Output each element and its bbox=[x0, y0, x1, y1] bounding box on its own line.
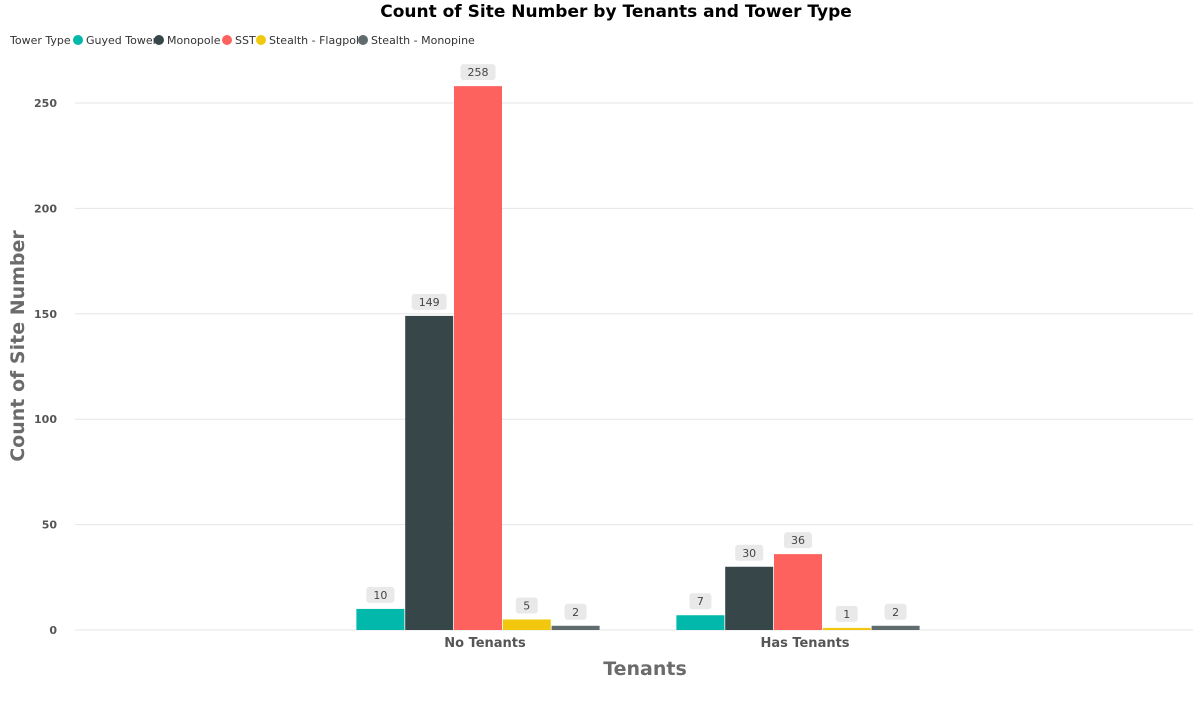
x-axis-title: Tenants bbox=[603, 658, 687, 680]
bar[interactable] bbox=[405, 315, 454, 630]
legend-marker bbox=[256, 35, 266, 45]
data-label: 149 bbox=[419, 296, 440, 309]
legend-label: Guyed Tower bbox=[86, 34, 158, 47]
data-label-background bbox=[515, 597, 538, 614]
data-label-background bbox=[411, 293, 447, 310]
data-label-background bbox=[689, 593, 712, 610]
x-tick-label: No Tenants bbox=[444, 636, 526, 651]
data-label-background bbox=[564, 603, 587, 620]
bar[interactable] bbox=[871, 625, 920, 630]
legend-label: SST bbox=[235, 34, 256, 47]
legend-marker bbox=[73, 35, 83, 45]
y-tick-label: 50 bbox=[42, 519, 58, 532]
data-label: 2 bbox=[892, 606, 899, 619]
data-label: 2 bbox=[572, 606, 579, 619]
data-label-background bbox=[884, 603, 907, 620]
data-label-background bbox=[366, 586, 395, 603]
legend-label: Monopole bbox=[167, 34, 221, 47]
y-axis-ticks: 0 50 100 150 200 250 bbox=[34, 97, 57, 637]
x-tick-label: Has Tenants bbox=[760, 636, 849, 651]
data-label: 36 bbox=[791, 534, 805, 547]
data-labels: 10 149 258 5 2 7 30 36 1 2 bbox=[366, 64, 907, 622]
y-tick-label: 250 bbox=[34, 97, 57, 110]
data-label-background bbox=[460, 64, 496, 81]
y-tick-label: 150 bbox=[34, 308, 57, 321]
y-axis-title: Count of Site Number bbox=[7, 230, 29, 462]
legend-label: Stealth - Monopine bbox=[371, 34, 475, 47]
bar[interactable] bbox=[551, 625, 600, 630]
legend-label: Stealth - Flagpole bbox=[269, 34, 366, 47]
data-label: 7 bbox=[697, 595, 704, 608]
data-label-background bbox=[735, 544, 764, 561]
bar[interactable] bbox=[774, 554, 822, 630]
bars bbox=[356, 86, 920, 631]
y-tick-label: 100 bbox=[34, 413, 57, 426]
legend: Tower Type Guyed Tower Monopole SST Stealth… bbox=[9, 34, 475, 47]
bar[interactable] bbox=[676, 615, 725, 630]
legend-marker bbox=[222, 35, 232, 45]
bar[interactable] bbox=[502, 619, 551, 630]
data-label: 5 bbox=[523, 599, 530, 612]
y-tick-label: 200 bbox=[34, 202, 57, 215]
data-label: 1 bbox=[843, 608, 850, 621]
gridlines bbox=[75, 102, 1193, 631]
chart-title: Count of Site Number by Tenants and Towe… bbox=[380, 2, 852, 22]
data-label: 258 bbox=[468, 66, 489, 79]
bar[interactable] bbox=[822, 627, 871, 630]
x-axis-labels: No Tenants Has Tenants bbox=[444, 636, 850, 651]
data-label: 30 bbox=[742, 547, 756, 560]
legend-marker bbox=[358, 35, 368, 45]
bar[interactable] bbox=[356, 608, 405, 630]
data-label: 10 bbox=[373, 589, 387, 602]
bar[interactable] bbox=[454, 86, 502, 631]
legend-marker bbox=[154, 35, 164, 45]
data-label-background bbox=[835, 605, 858, 622]
data-label-background bbox=[784, 532, 812, 549]
y-tick-label: 0 bbox=[49, 624, 57, 637]
bar[interactable] bbox=[725, 566, 774, 630]
legend-title: Tower Type bbox=[9, 34, 71, 47]
